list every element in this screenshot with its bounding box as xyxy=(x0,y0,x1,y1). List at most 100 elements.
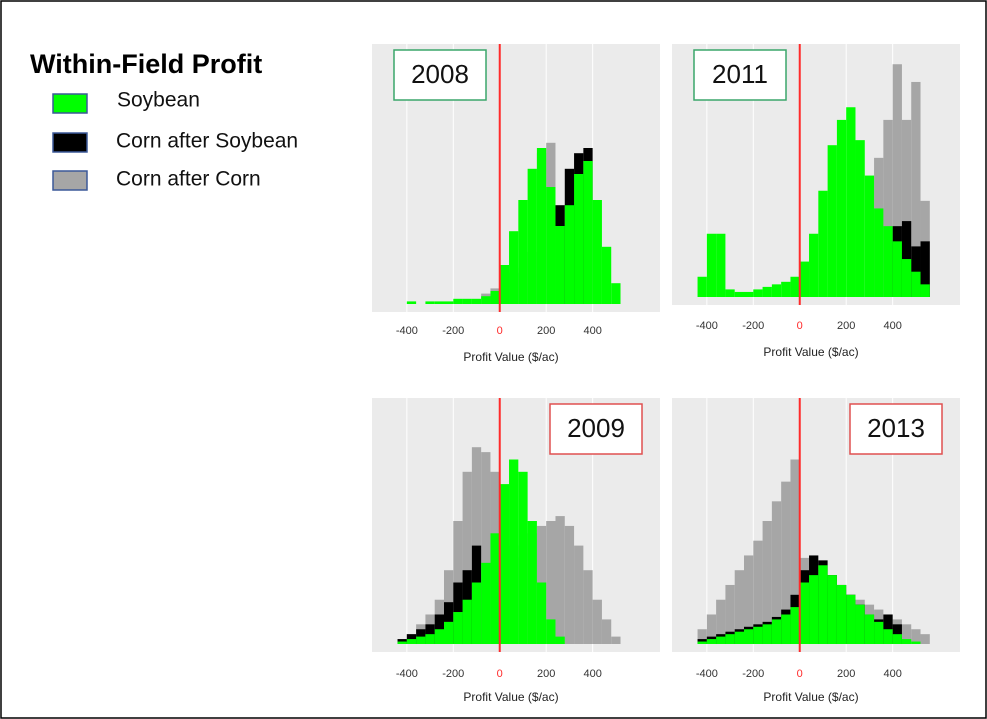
histogram-bar xyxy=(781,481,791,644)
histogram-bar xyxy=(836,119,847,298)
histogram-bar xyxy=(920,241,930,297)
histogram-bar xyxy=(892,241,902,297)
histogram-bar xyxy=(416,636,426,644)
histogram-bar xyxy=(555,636,565,644)
histogram-bar xyxy=(892,64,902,298)
histogram-bar xyxy=(546,521,556,644)
x-tick-label: 0 xyxy=(797,320,803,332)
histogram-bar xyxy=(781,281,791,297)
histogram-bar xyxy=(818,190,828,297)
histogram-bar xyxy=(453,612,463,644)
histogram-bar xyxy=(499,484,510,644)
histogram-bar xyxy=(836,584,847,644)
x-tick-label: -200 xyxy=(442,668,464,680)
histogram-bar xyxy=(462,599,472,644)
histogram-bar xyxy=(809,233,819,297)
histogram-bar xyxy=(462,298,472,304)
histogram-bar xyxy=(911,629,921,644)
x-tick-label: 200 xyxy=(537,325,555,337)
legend-swatch xyxy=(52,132,88,153)
year-box xyxy=(849,403,943,455)
histogram-bar xyxy=(716,599,726,644)
histogram-bar xyxy=(744,291,754,297)
histogram-bar xyxy=(536,582,547,644)
histogram-bar xyxy=(564,205,575,304)
histogram-bar xyxy=(901,259,912,297)
x-tick-label: -400 xyxy=(696,668,718,680)
histogram-bar xyxy=(490,533,500,644)
histogram-bar xyxy=(762,286,772,297)
histogram-bar xyxy=(790,607,800,644)
chart-title: 2011 xyxy=(712,59,768,89)
histogram-bar xyxy=(546,187,556,304)
histogram-bar xyxy=(425,634,435,644)
chart-title: 2013 xyxy=(867,413,925,443)
histogram-bar xyxy=(471,298,482,304)
histogram-bar xyxy=(555,226,565,304)
histogram-bar xyxy=(781,614,791,644)
histogram-bar xyxy=(920,284,930,297)
histogram-bar xyxy=(509,459,519,644)
histogram-bar xyxy=(706,614,717,644)
chart-title: 2009 xyxy=(567,413,625,443)
histogram-bar xyxy=(564,525,575,644)
histogram-bar xyxy=(592,200,602,304)
histogram-bar xyxy=(397,641,407,644)
histogram-bar xyxy=(753,626,763,644)
x-axis-label: Profit Value ($/ac) xyxy=(463,690,558,704)
histogram-bar xyxy=(706,233,717,297)
histogram-bar xyxy=(697,276,707,297)
histogram-bar xyxy=(592,599,602,644)
histogram-bar xyxy=(536,148,547,304)
histogram-bar xyxy=(481,296,491,304)
histogram-bar xyxy=(425,301,435,304)
histogram-bar xyxy=(734,291,744,297)
histogram-bar xyxy=(434,301,444,304)
histogram-bar xyxy=(753,289,763,297)
histogram-bar xyxy=(799,582,810,644)
histogram-bar xyxy=(574,545,584,644)
histogram-bar xyxy=(911,81,921,297)
histogram-bar xyxy=(406,634,417,644)
histogram-bar xyxy=(518,200,528,304)
histogram-bar xyxy=(601,619,612,644)
x-tick-label: 200 xyxy=(837,320,855,332)
x-axis-label: Profit Value ($/ac) xyxy=(763,345,858,359)
histogram-bar xyxy=(762,521,772,644)
histogram-bar xyxy=(855,604,865,644)
histogram-bar xyxy=(911,641,921,644)
x-tick-label: 200 xyxy=(537,668,555,680)
x-tick-label: 400 xyxy=(583,325,601,337)
histogram-bar xyxy=(706,639,717,644)
x-tick-label: 400 xyxy=(583,668,601,680)
legend-label: Corn after Soybean xyxy=(116,130,298,153)
histogram-bar xyxy=(790,459,800,644)
x-tick-label: 0 xyxy=(797,668,803,680)
histogram-bar xyxy=(518,471,528,644)
histogram-bar xyxy=(827,145,837,297)
histogram-bar xyxy=(920,634,930,644)
histogram-bar xyxy=(481,452,491,644)
histogram-bar xyxy=(555,516,565,644)
x-tick-label: 0 xyxy=(497,668,503,680)
histogram-bar xyxy=(762,624,772,644)
histogram-bar xyxy=(725,634,735,644)
histogram-bar xyxy=(846,594,856,644)
histogram-bar xyxy=(434,629,444,644)
x-tick-label: -200 xyxy=(742,320,764,332)
histogram-bar xyxy=(864,175,875,297)
histogram-bar xyxy=(697,641,707,644)
histogram-bar xyxy=(874,208,884,297)
histogram-bar xyxy=(744,555,754,644)
histogram-bar xyxy=(406,301,417,304)
histogram-bar xyxy=(771,501,782,644)
histogram-bar xyxy=(901,624,912,644)
x-axis-label: Profit Value ($/ac) xyxy=(463,350,558,364)
histogram-bar xyxy=(846,107,856,297)
histogram-bar xyxy=(818,565,828,644)
histogram-bar xyxy=(444,301,454,304)
legend-swatch xyxy=(52,93,88,114)
histogram-bar xyxy=(462,471,472,644)
histogram-bar xyxy=(883,226,893,297)
histogram-bar xyxy=(583,161,593,304)
